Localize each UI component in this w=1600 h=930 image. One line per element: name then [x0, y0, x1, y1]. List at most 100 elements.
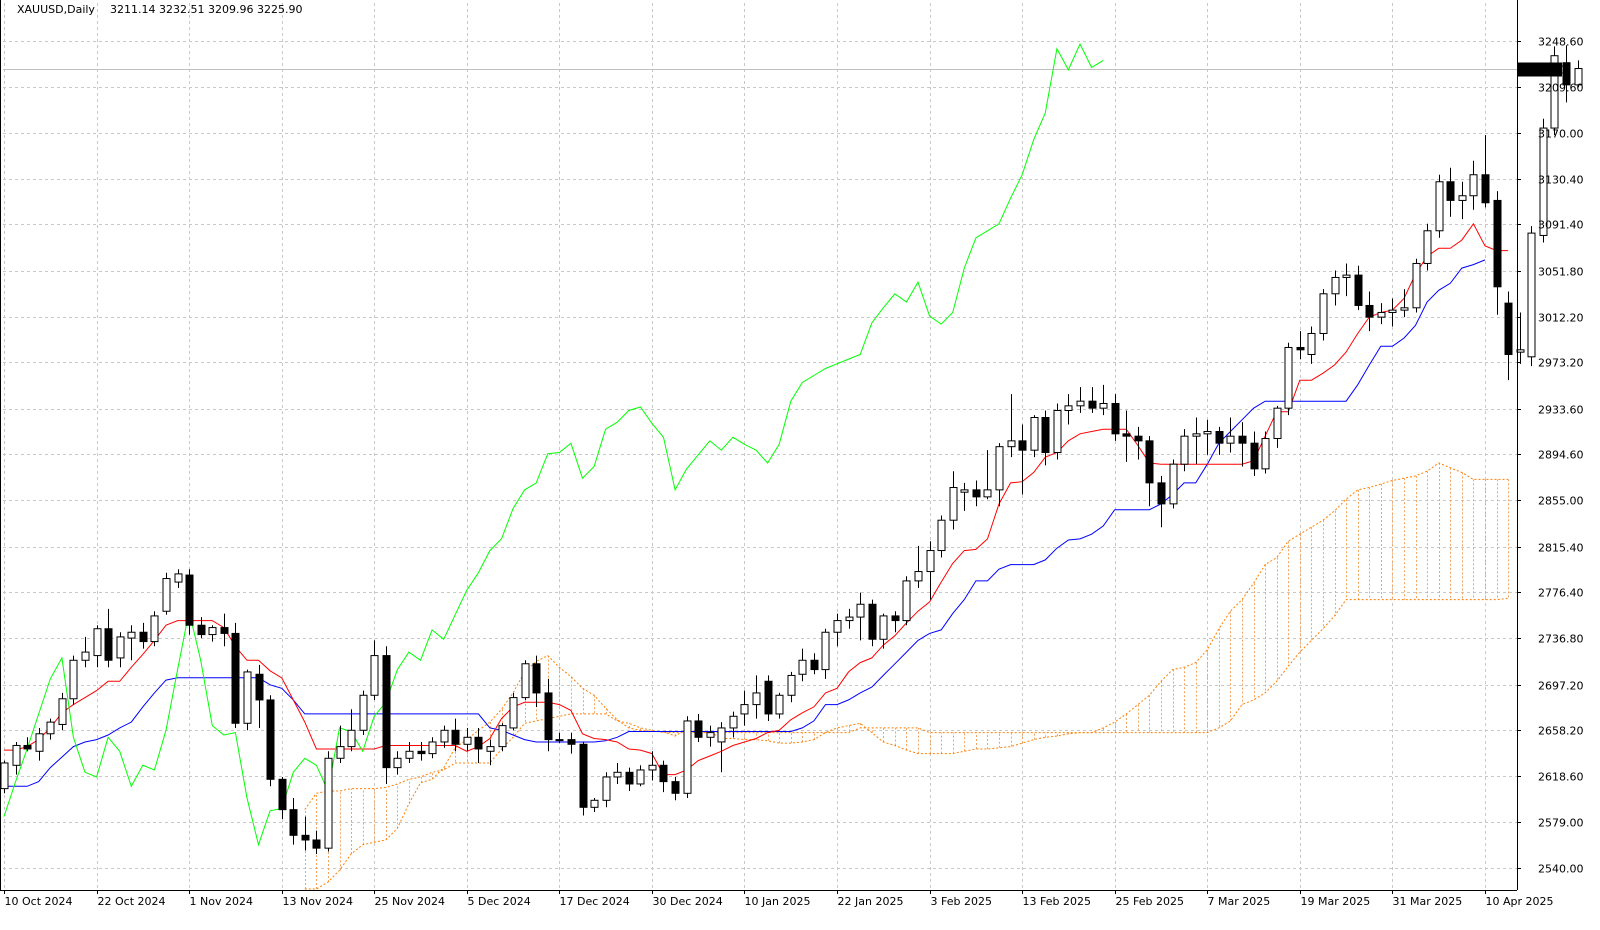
- candle: [1076, 387, 1085, 413]
- candle: [1030, 415, 1039, 458]
- candle-body-bull: [636, 769, 645, 785]
- candle-body-bull: [1064, 405, 1073, 412]
- candle-body-bull: [1435, 181, 1444, 232]
- x-tick-label: 31 Mar 2025: [1393, 895, 1463, 908]
- axes: 2540.00 2579.00 2618.60 2658.20 2697.20 2736.…: [0, 0, 1584, 908]
- candle-body-bull: [1273, 407, 1282, 440]
- candle-body-bear: [579, 743, 588, 808]
- candle-body-bull: [509, 697, 518, 729]
- candle-body-bear: [139, 631, 148, 643]
- candle: [255, 664, 264, 728]
- candle-body-bull: [995, 446, 1004, 491]
- candle: [46, 718, 55, 740]
- candle: [717, 722, 726, 773]
- candle-body-bull: [1076, 400, 1085, 407]
- candle-body-bear: [185, 574, 194, 626]
- candle-body-bull: [12, 744, 21, 766]
- candle-body-bull: [1007, 440, 1016, 448]
- candle-body-bull: [555, 739, 564, 742]
- candle-body-bull: [717, 727, 726, 743]
- candle-body-bull: [1284, 346, 1293, 409]
- candle: [821, 628, 830, 679]
- x-tick-label: 22 Jan 2025: [838, 895, 904, 908]
- candle: [1134, 426, 1143, 460]
- current-price-marker: 3225.90: [1518, 62, 1566, 77]
- candle-body-bear: [220, 627, 229, 634]
- candle: [960, 482, 969, 511]
- y-tick-label: 3130.40: [1538, 174, 1584, 187]
- candle-body-bull: [683, 720, 692, 794]
- candle: [1469, 160, 1478, 210]
- candle: [208, 625, 217, 642]
- x-tick-label: 10 Jan 2025: [745, 895, 811, 908]
- candle: [1435, 174, 1444, 238]
- candle: [752, 675, 761, 719]
- candle: [23, 737, 32, 752]
- candle: [1377, 303, 1386, 325]
- candle: [544, 678, 553, 752]
- candle-body-bull: [46, 721, 55, 735]
- candle: [983, 450, 992, 500]
- candle-body-bull: [69, 659, 78, 700]
- candle-body-bull: [960, 489, 969, 493]
- candle: [937, 515, 946, 558]
- candle: [949, 471, 958, 530]
- candle: [1412, 258, 1421, 313]
- candles: [0, 45, 1583, 854]
- candle: [220, 613, 229, 647]
- candle-body-bear: [451, 729, 460, 745]
- candle: [833, 613, 842, 647]
- candle-body-bear: [266, 699, 275, 780]
- candle: [347, 709, 356, 752]
- candle: [498, 723, 507, 752]
- candle: [1064, 394, 1073, 425]
- candle-body-bull: [1331, 276, 1340, 295]
- candle: [174, 569, 183, 588]
- candle: [1018, 424, 1027, 495]
- candle: [694, 713, 703, 742]
- candle-body-bear: [278, 778, 287, 811]
- y-tick-label: 2776.40: [1538, 587, 1584, 600]
- candle: [474, 727, 483, 763]
- candle-body-bear: [1018, 440, 1027, 451]
- candle-body-bull: [1469, 174, 1478, 197]
- candle: [486, 739, 495, 766]
- candle: [1261, 431, 1270, 474]
- candle: [659, 760, 668, 793]
- candle-body-bear: [1134, 435, 1143, 442]
- candle: [1562, 45, 1571, 103]
- ohlc-label: 3211.14 3232.51 3209.96 3225.90: [110, 3, 302, 16]
- candle-body-bear: [1250, 442, 1259, 470]
- candle: [0, 760, 9, 794]
- candle-body-bull: [1539, 127, 1548, 236]
- candle: [1250, 431, 1259, 476]
- candle-body-bear: [382, 655, 391, 769]
- candle: [1007, 394, 1016, 458]
- candle-body-bull: [1458, 195, 1467, 201]
- candle-body-bull: [590, 799, 599, 808]
- candle-body-bull: [914, 571, 923, 582]
- candle: [104, 608, 113, 668]
- candle-body-bear: [1145, 440, 1154, 484]
- candle: [1493, 191, 1502, 315]
- x-tick-label: 25 Nov 2024: [375, 895, 445, 908]
- candle-body-bear: [1493, 199, 1502, 288]
- candle: [1365, 291, 1374, 332]
- candle-body-bear: [764, 680, 773, 715]
- candle: [1157, 475, 1166, 528]
- x-tick-label: 25 Feb 2025: [1116, 895, 1184, 908]
- candle-body-bear: [1504, 302, 1513, 355]
- x-tick-label: 22 Oct 2024: [98, 895, 166, 908]
- candle-body-bull: [752, 692, 761, 706]
- candle: [1169, 459, 1178, 509]
- candle: [1215, 426, 1224, 455]
- y-tick-label: 3209.60: [1538, 82, 1584, 95]
- candle: [602, 772, 611, 808]
- y-tick-label: 3248.60: [1538, 36, 1584, 49]
- candle-body-bull: [428, 741, 437, 755]
- candle-body-bear: [231, 632, 240, 724]
- candle: [1527, 226, 1536, 367]
- candle-body-bull: [1226, 435, 1235, 444]
